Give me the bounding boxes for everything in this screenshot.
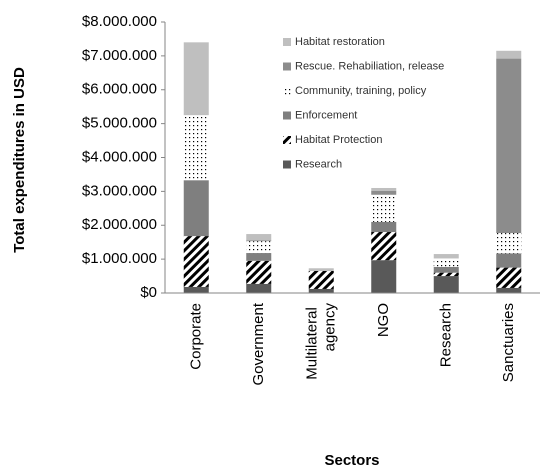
bar-segment (246, 234, 272, 241)
bar-segment (496, 50, 522, 59)
legend-label: Habitat Protection (295, 134, 382, 146)
legend-label: Community, training, policy (295, 85, 427, 97)
bar-segment (246, 241, 272, 254)
bar-segment (496, 287, 522, 293)
x-tick-label-line: Multilateral (303, 303, 320, 380)
legend-label: Rescue. Rehabiliation, release (295, 60, 444, 72)
bar-segment (433, 266, 459, 273)
x-tick-label: Sanctuaries (500, 303, 517, 382)
legend-swatch (283, 62, 291, 71)
bar-segment (308, 270, 334, 289)
x-tick-label-line: Corporate (187, 303, 204, 370)
bar-segment (371, 260, 397, 293)
x-tick-label: Government (250, 302, 267, 385)
x-tick-label: Multilateral agency (303, 303, 338, 380)
bar-segment (371, 190, 397, 195)
y-tick-label: $1.000.000 (82, 250, 157, 267)
x-tick-label-line: Research (437, 303, 454, 367)
bar-segment (183, 236, 209, 287)
legend-swatch (283, 136, 291, 144)
x-tick-label: Corporate (187, 303, 204, 370)
y-tick-label: $8.000.000 (82, 13, 157, 30)
bar-segment (371, 232, 397, 261)
bar-segment (246, 260, 272, 284)
x-tick-label-line: agency (321, 303, 338, 352)
bar-segment (433, 258, 459, 267)
x-tick-label: NGO (375, 303, 392, 337)
bar-segment (433, 272, 459, 277)
bar-segment (371, 187, 397, 191)
bar-segment (183, 180, 209, 237)
bar-segment (496, 58, 522, 234)
bar-segment (433, 276, 459, 293)
legend-swatch (283, 87, 291, 95)
x-tick-label-line: Sanctuaries (500, 303, 517, 382)
legend-swatch (283, 111, 291, 120)
legend-label: Habitat restoration (295, 36, 385, 48)
x-tick-label: Research (437, 303, 454, 367)
y-tick-label: $5.000.000 (82, 115, 157, 132)
bar-segment (246, 253, 272, 261)
legend-swatch (283, 38, 291, 46)
bar-segment (308, 288, 334, 293)
x-tick-label-line: Government (250, 302, 267, 385)
bar-segment (183, 115, 209, 181)
y-tick-label: $6.000.000 (82, 81, 157, 98)
y-tick-label: $0 (140, 284, 157, 301)
y-tick-label: $2.000.000 (82, 216, 157, 233)
bar-segment (371, 221, 397, 233)
bar-segment (308, 268, 334, 271)
bar-segment (496, 233, 522, 254)
bar-segment (371, 194, 397, 222)
bar-segment (183, 42, 209, 116)
legend-label: Research (295, 158, 342, 170)
bar-segment (496, 267, 522, 288)
y-tick-label: $7.000.000 (82, 47, 157, 64)
legend-label: Enforcement (295, 109, 357, 121)
bar-segment (433, 254, 459, 259)
bar-segment (496, 253, 522, 268)
y-tick-label: $4.000.000 (82, 148, 157, 165)
y-axis-title: Total expenditures in USD (11, 67, 28, 253)
bar-segment (246, 283, 272, 293)
y-tick-label: $3.000.000 (82, 182, 157, 199)
bar-segment (246, 240, 272, 242)
x-tick-label-line: NGO (375, 303, 392, 337)
x-axis-title: Sectors (324, 452, 379, 469)
legend-swatch (283, 160, 291, 169)
bar-segment (183, 286, 209, 293)
